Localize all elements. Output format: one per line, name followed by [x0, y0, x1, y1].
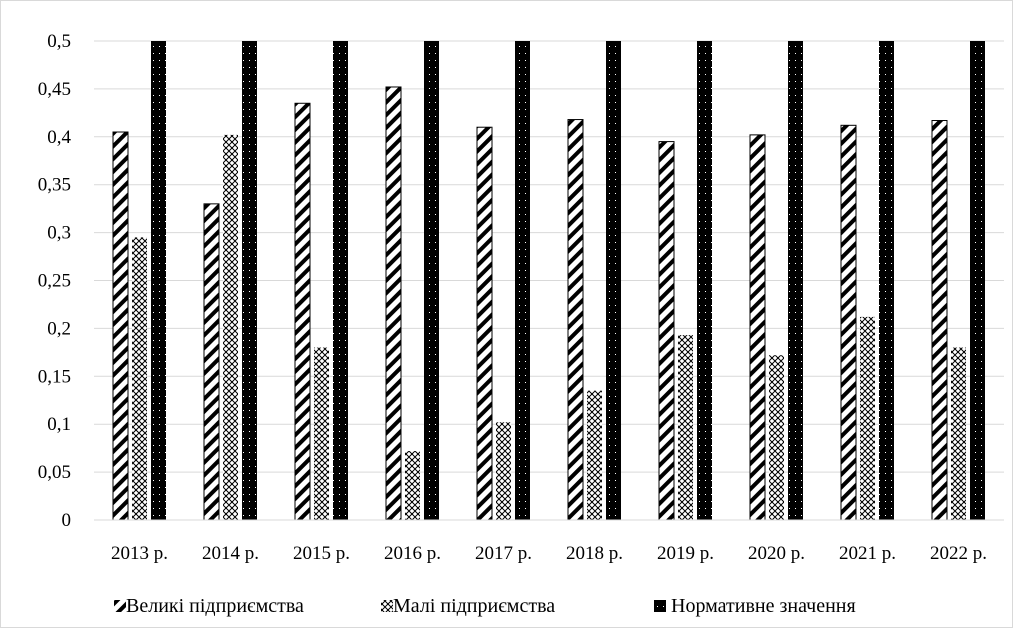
y-axis-tick-labels: 0 0,05 0,1 0,15 0,2 0,25 0,3 0,35 0,4 0,45 0,5: [38, 31, 72, 531]
bar-small-enterprises: [769, 355, 784, 520]
bar-large-enterprises: [385, 86, 402, 521]
bar-large-enterprises: [658, 141, 675, 521]
bar-normative-value: [242, 41, 257, 520]
bar-small-enterprises: [951, 347, 966, 520]
bars: [112, 41, 985, 521]
bar-small-enterprises: [223, 134, 238, 520]
bar-small-enterprises: [587, 390, 602, 520]
bar-large-enterprises: [476, 126, 493, 521]
y-tick-label: 0,4: [47, 127, 71, 148]
bar-normative-value: [515, 41, 530, 520]
bar-large-enterprises: [112, 131, 129, 521]
y-tick-label: 0,45: [38, 79, 71, 100]
x-tick-label: 2019 р.: [657, 543, 714, 564]
x-tick-label: 2014 р.: [202, 543, 259, 564]
y-tick-label: 0,2: [47, 318, 71, 339]
y-tick-label: 0,25: [38, 271, 71, 292]
y-tick-label: 0: [62, 510, 72, 531]
x-tick-label: 2015 р.: [293, 543, 350, 564]
x-tick-label: 2021 р.: [839, 543, 896, 564]
y-tick-label: 0,15: [38, 366, 71, 387]
bar-large-enterprises: [840, 124, 857, 521]
bar-normative-value: [424, 41, 439, 520]
bar-large-enterprises: [749, 134, 766, 521]
bar-large-enterprises: [294, 102, 311, 521]
x-tick-label: 2017 р.: [475, 543, 532, 564]
legend-label: Великі підприємства: [126, 595, 304, 617]
x-tick-label: 2013 р.: [111, 543, 168, 564]
legend-swatch: [114, 600, 126, 612]
x-tick-label: 2020 р.: [748, 543, 805, 564]
bar-large-enterprises: [203, 203, 220, 521]
x-tick-label: 2022 р.: [930, 543, 987, 564]
bar-normative-value: [606, 41, 621, 520]
x-tick-label: 2016 р.: [384, 543, 441, 564]
bar-normative-value: [151, 41, 166, 520]
bar-normative-value: [333, 41, 348, 520]
bar-small-enterprises: [496, 422, 511, 520]
x-tick-label: 2018 р.: [566, 543, 623, 564]
bar-small-enterprises: [678, 335, 693, 520]
bar-small-enterprises: [860, 316, 875, 520]
legend-swatch: [381, 600, 393, 612]
y-tick-label: 0,3: [47, 223, 71, 244]
y-tick-label: 0,05: [38, 462, 71, 483]
x-axis-tick-labels: 2013 р. 2014 р. 2015 р. 2016 р. 2017 р. 2018 …: [111, 543, 987, 564]
legend-swatch: [654, 600, 666, 612]
bar-large-enterprises: [567, 119, 584, 521]
bar-normative-value: [697, 41, 712, 520]
y-tick-label: 0,35: [38, 175, 71, 196]
legend-label: Нормативне значення: [671, 595, 856, 617]
bar-normative-value: [788, 41, 803, 520]
bar-normative-value: [879, 41, 894, 520]
bar-normative-value: [970, 41, 985, 520]
bar-small-enterprises: [405, 451, 420, 520]
legend: Великі підприємства Малі підприємства Норм…: [114, 595, 856, 617]
bar-small-enterprises: [314, 347, 329, 520]
legend-label: Малі підприємства: [393, 595, 555, 617]
bar-small-enterprises: [132, 237, 147, 520]
y-tick-label: 0,5: [47, 31, 71, 52]
bar-large-enterprises: [931, 120, 948, 521]
y-tick-label: 0,1: [47, 414, 71, 435]
